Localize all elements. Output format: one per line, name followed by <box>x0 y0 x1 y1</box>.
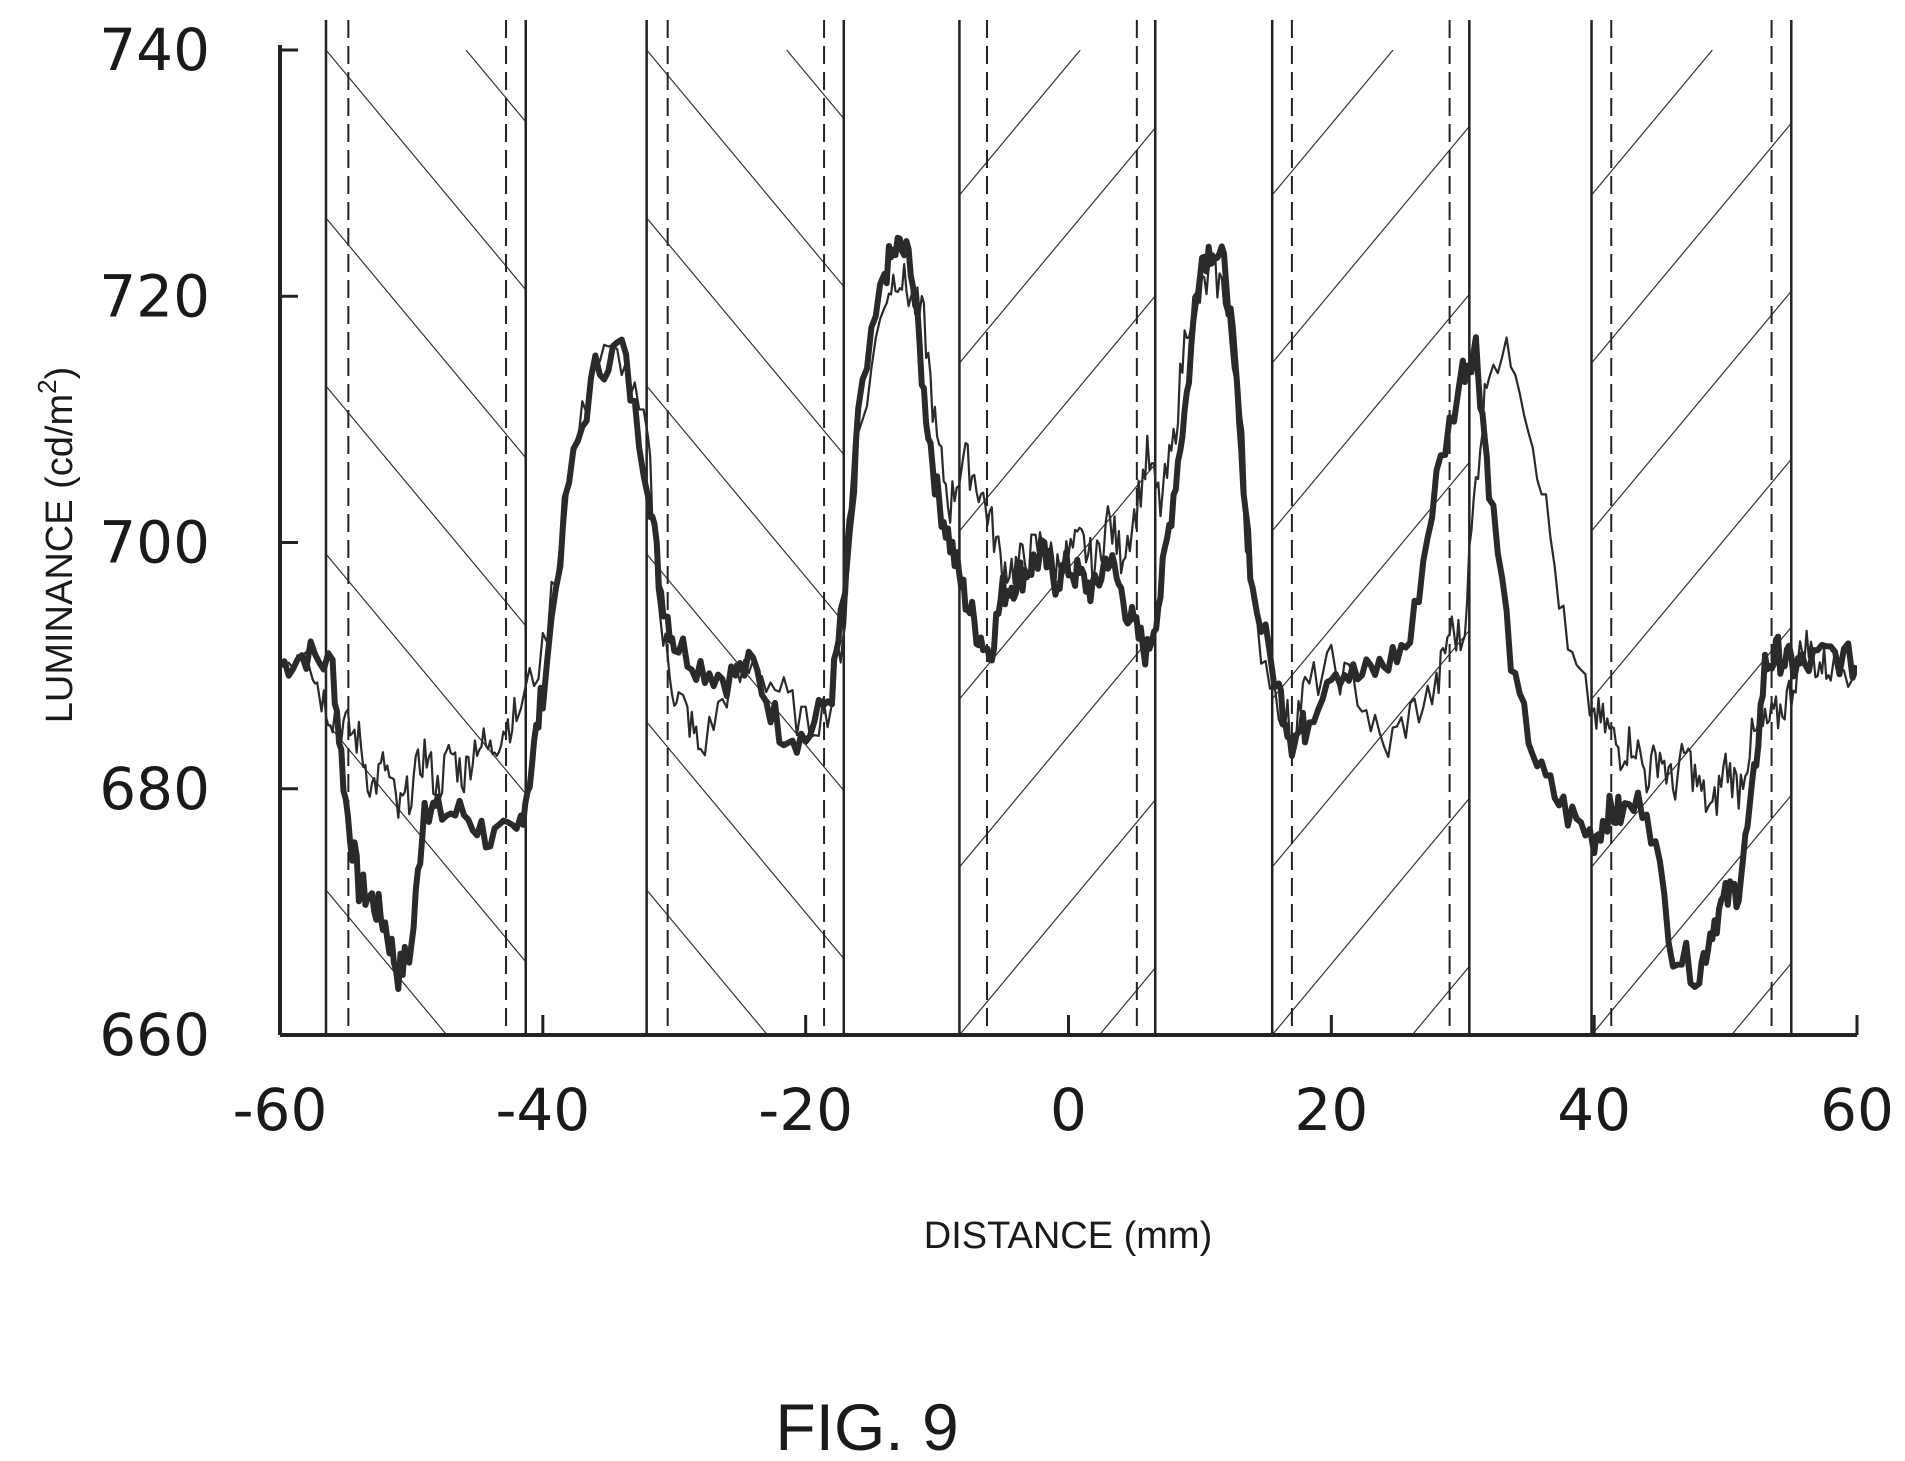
hatch-line <box>1487 50 1905 1035</box>
x-tick-label: -40 <box>495 1076 590 1144</box>
tick-labels: 660 680 700 720 740 -60 -40 -20 0 20 40 60 <box>99 16 1894 1144</box>
hatch-line <box>1591 794 1792 1035</box>
hatch-line <box>886 50 1707 1035</box>
y-tick-label: 660 <box>99 1001 210 1069</box>
y-axis-title-tail: ) <box>39 367 81 380</box>
hatch-line <box>1446 50 1905 1035</box>
hatch-line <box>1379 50 1905 1035</box>
hatch-line <box>325 385 526 627</box>
x-tick-label: 60 <box>1820 1076 1894 1144</box>
hatched-band <box>0 50 1905 1035</box>
hatch-line <box>1659 50 1905 1035</box>
hatch-line <box>1591 50 1713 196</box>
hatch-line <box>1591 458 1792 700</box>
hatch-line <box>606 50 1427 1035</box>
axes <box>278 45 1859 1037</box>
hatch-line <box>1272 797 1470 1035</box>
y-tick-label: 680 <box>99 755 210 823</box>
hatch-line <box>1726 50 1905 1035</box>
hatch-line <box>1239 50 1905 1035</box>
hatch-line <box>1519 50 1905 1035</box>
hatched-band <box>0 50 1905 1035</box>
hatch-line <box>1799 50 1905 1035</box>
hatch-line <box>1832 50 1905 1035</box>
hatch-line <box>119 50 940 1035</box>
hatch-line <box>1872 50 1905 1035</box>
thick-luminance-curve <box>280 234 1857 992</box>
hatched-band <box>0 50 1905 1035</box>
hatch-line <box>1272 293 1470 532</box>
hatch-line <box>927 50 1748 1035</box>
hatch-line <box>192 50 1013 1035</box>
hatch-line <box>332 50 1153 1035</box>
hatch-line <box>646 385 844 624</box>
hatch-line <box>1098 967 1156 1035</box>
hatch-line <box>0 50 627 1035</box>
hatch-line <box>472 50 1293 1035</box>
x-tick-label: 20 <box>1294 1076 1368 1144</box>
hatch-line <box>646 553 844 792</box>
hatch-line <box>1767 50 1905 1035</box>
hatch-line <box>959 127 1156 364</box>
x-tick-label: -20 <box>758 1076 853 1144</box>
hatch-line <box>1166 50 1905 1035</box>
x-axis-title: DISTANCE (mm) <box>924 1215 1213 1257</box>
hatch-line <box>1272 50 1394 196</box>
y-tick-label: 720 <box>99 262 210 330</box>
hatch-line <box>1731 962 1792 1035</box>
hatch-line <box>0 50 553 1035</box>
hatch-line <box>1866 50 1905 1035</box>
hatch-line <box>786 50 844 120</box>
hatch-line <box>1272 461 1470 700</box>
figure-label: FIG. 9 <box>775 1390 958 1461</box>
hatch-line <box>1591 122 1792 364</box>
hatch-line <box>1591 290 1792 532</box>
hatch-line <box>1411 965 1470 1035</box>
hatch-line <box>1627 50 1905 1035</box>
hatch-line <box>1591 626 1792 868</box>
hatch-line <box>646 217 844 456</box>
boundary-lines <box>324 20 1793 1035</box>
y-axis-title: LUMINANCE (cd/m2) <box>32 367 81 724</box>
hatch-line <box>325 50 526 291</box>
y-tick-label: 740 <box>99 16 210 84</box>
thin-luminance-curve <box>280 252 1857 819</box>
y-axis-title-superscript: 2 <box>32 379 62 393</box>
y-tick-label: 700 <box>99 509 210 577</box>
hatch-line <box>1067 50 1888 1035</box>
hatch-line <box>646 50 844 288</box>
hatched-band <box>0 50 1905 1035</box>
x-tick-label: 40 <box>1557 1076 1631 1144</box>
hatch-line <box>1347 50 1905 1035</box>
hatch-line <box>0 50 27 1035</box>
hatch-line <box>1586 50 1905 1035</box>
hatch-line <box>959 50 1081 196</box>
hatch-line <box>959 799 1156 1035</box>
x-tick-label: 0 <box>1050 1076 1087 1144</box>
y-axis-title-main: LUMINANCE (cd/m <box>39 394 81 723</box>
hatch-line <box>325 721 526 963</box>
hatch-line <box>612 50 1433 1035</box>
hatch-line <box>959 631 1156 868</box>
hatch-line <box>1207 50 1905 1035</box>
hatch-line <box>1272 125 1470 364</box>
hatch-line <box>646 721 844 960</box>
hatch-line <box>0 50 32 1035</box>
hatch-line <box>325 217 526 459</box>
luminance-series <box>280 234 1857 992</box>
x-tick-label: -60 <box>233 1076 328 1144</box>
